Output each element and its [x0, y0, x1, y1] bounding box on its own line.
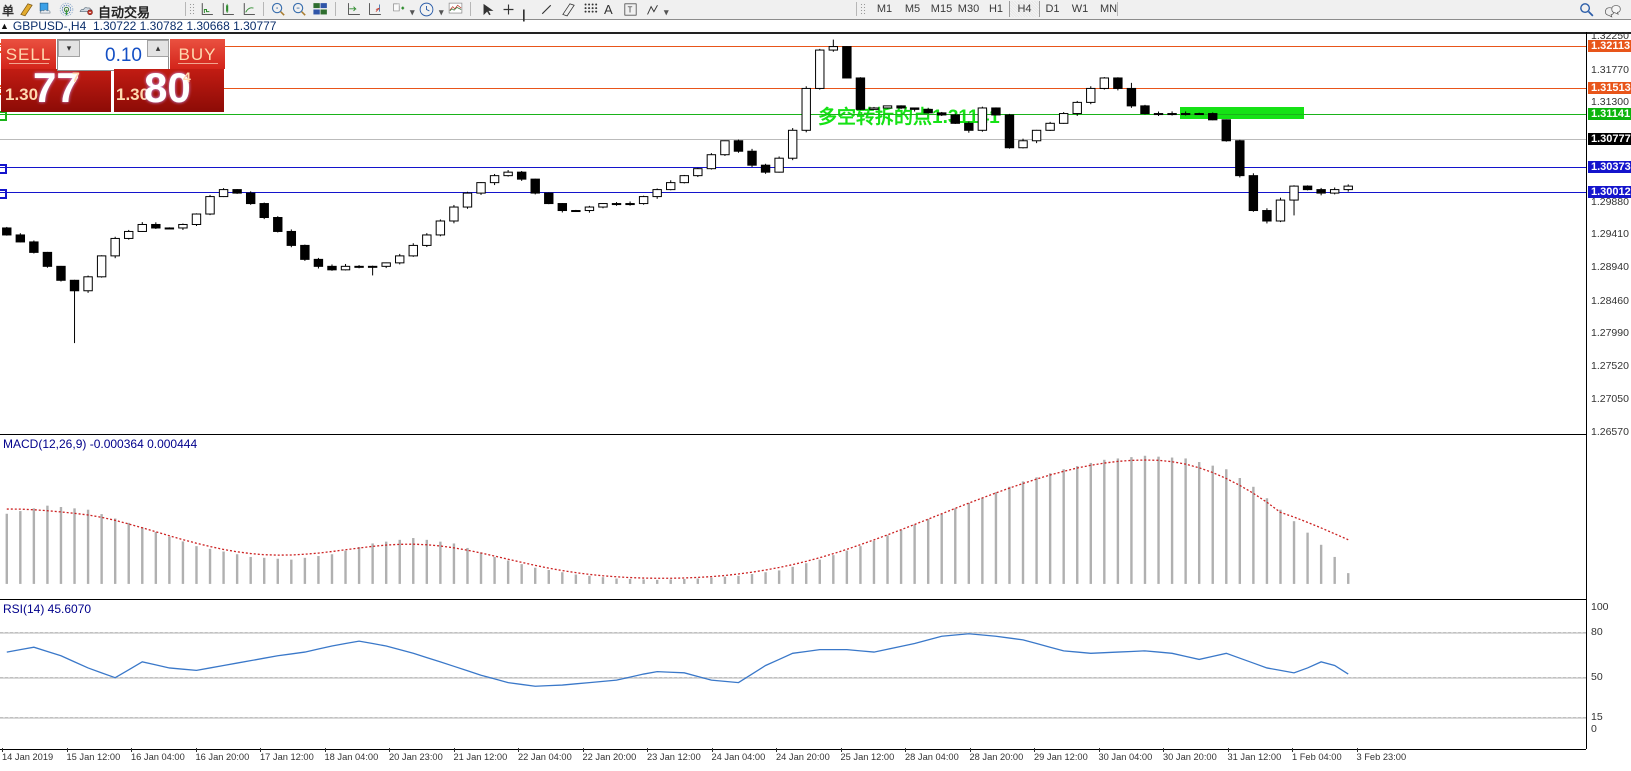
svg-text:T: T	[628, 5, 633, 14]
